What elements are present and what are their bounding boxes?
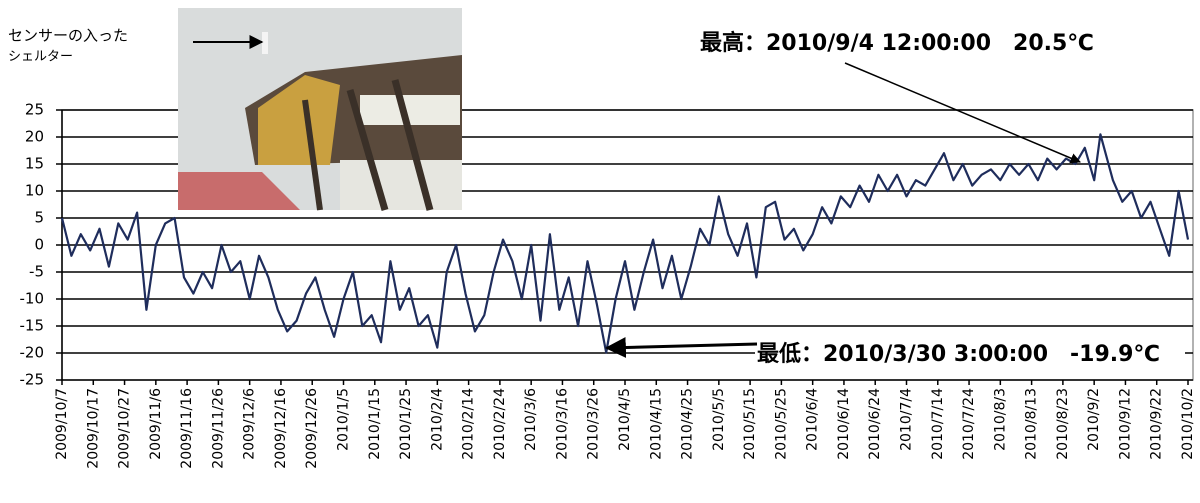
photo-beam [346, 89, 389, 211]
photo-roof-red [178, 172, 300, 210]
photo-caption: センサーの入った [8, 27, 128, 45]
x-tick-label: 2010/5/15 [742, 388, 758, 460]
y-tick-label: 5 [34, 209, 44, 227]
min-arrow [604, 336, 758, 358]
x-tick-label: 2010/10/2 [1180, 388, 1196, 460]
series [60, 133, 1190, 354]
x-tick-label: 2010/6/4 [805, 388, 821, 451]
temperature-line [60, 133, 1190, 354]
x-tick-label: 2010/1/5 [336, 388, 352, 451]
min-label-bg [755, 340, 1185, 370]
x-tick-label: 2010/2/24 [492, 388, 508, 460]
photo-inset [178, 8, 462, 211]
x-tick-label: 2010/6/24 [867, 388, 883, 460]
x-tick-label: 2010/2/14 [461, 388, 477, 460]
x-tick-label: 2009/12/26 [304, 388, 320, 469]
x-tick-label: 2010/9/22 [1149, 388, 1165, 460]
x-tick-label: 2010/3/16 [554, 388, 570, 460]
x-tick-label: 2010/6/14 [836, 388, 852, 460]
x-tick-label: 2010/4/25 [680, 388, 696, 460]
x-tick-label: 2010/8/13 [1024, 388, 1040, 460]
x-tick-label: 2010/5/25 [773, 388, 789, 460]
y-tick-label: 20 [25, 128, 44, 146]
x-tick-label: 2009/12/6 [242, 388, 258, 460]
photo-beam [302, 99, 323, 211]
x-tick-label: 2010/4/15 [648, 388, 664, 460]
x-tick-label: 2010/4/5 [617, 388, 633, 451]
x-tick-label: 2010/8/23 [1055, 388, 1071, 460]
x-tick-label: 2010/8/3 [992, 388, 1008, 451]
photo-caption: シェルター [8, 50, 73, 65]
y-tick-label: -20 [20, 344, 45, 362]
x-tick-label: 2010/2/4 [429, 388, 445, 451]
x-tick-label: 2009/12/16 [273, 388, 289, 469]
x-tick-label: 2010/1/25 [398, 388, 414, 460]
max-arrow [844, 62, 1081, 164]
y-tick-label: -15 [20, 317, 45, 335]
x-tick-label: 2010/7/14 [930, 388, 946, 460]
min-annotation: 最低：2010/3/30 3:00:00 -19.9℃ [757, 342, 1160, 367]
x-tick-label: 2010/3/26 [586, 388, 602, 460]
x-tick-label: 2009/11/16 [179, 388, 195, 469]
x-tick-label: 2010/9/2 [1086, 388, 1102, 451]
y-tick-label: -25 [20, 371, 45, 389]
x-tick-label: 2010/9/12 [1117, 388, 1133, 460]
max-annotation: 最高：2010/9/4 12:00:00 20.5℃ [700, 30, 1094, 56]
y-tick-label: 10 [25, 182, 44, 200]
x-tick-label: 2010/5/5 [711, 388, 727, 451]
photo-sensor [262, 32, 268, 54]
x-tick-label: 2009/11/6 [148, 388, 164, 460]
x-tick-label: 2010/3/6 [523, 388, 539, 451]
x-tick-label: 2009/10/17 [85, 388, 101, 469]
x-tick-label: 2009/11/26 [210, 388, 226, 469]
y-tick-label: 15 [25, 155, 44, 173]
x-tick-label: 2010/7/4 [899, 388, 915, 451]
photo-window [360, 95, 460, 125]
x-tick-label: 2009/10/7 [54, 388, 70, 460]
photo-lower [340, 160, 462, 210]
y-tick-label: 25 [25, 101, 44, 119]
y-tick-label: -10 [20, 290, 45, 308]
y-tick-label: 0 [34, 236, 44, 254]
x-tick-label: 2010/1/15 [367, 388, 383, 460]
ticks: -25 -20 -15 -10 -5 0 5 10 15 20 25 2009/10/7 2009/10… [20, 101, 1197, 469]
photo-wall [258, 75, 340, 165]
x-tick-label: 2010/7/24 [961, 388, 977, 460]
x-tick-label: 2009/10/27 [117, 388, 133, 469]
photo-beam [391, 79, 434, 211]
y-tick-label: -5 [29, 263, 44, 281]
